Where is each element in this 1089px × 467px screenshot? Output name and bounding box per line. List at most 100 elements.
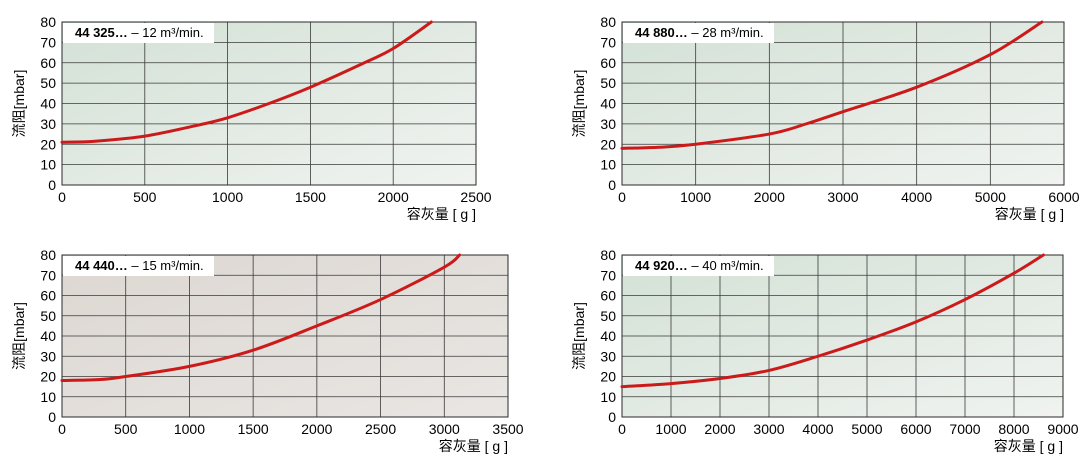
x-tick-label: 2500 (460, 189, 491, 205)
y-tick-label: 80 (40, 247, 56, 263)
x-tick-label: 7000 (949, 421, 980, 437)
data-line (60, 20, 433, 144)
y-tick-label: 0 (608, 177, 616, 193)
x-tick-label: 0 (618, 421, 626, 437)
y-tick-label: 30 (600, 116, 616, 132)
chart-title: 44 880… – 28 m³/min. (635, 25, 764, 40)
y-tick-label: 20 (600, 369, 616, 385)
y-tick-label: 60 (40, 288, 56, 304)
x-axis-label: 容灰量 [ g ] (439, 438, 508, 454)
y-tick-label: 80 (600, 14, 616, 30)
y-tick-label: 30 (40, 348, 56, 364)
model-number: 44 920… (635, 258, 688, 273)
y-tick-label: 20 (600, 136, 616, 152)
x-tick-label: 1000 (212, 189, 243, 205)
x-tick-label: 6000 (1048, 189, 1079, 205)
y-tick-label: 20 (40, 369, 56, 385)
x-tick-label: 2000 (754, 189, 785, 205)
y-tick-label: 30 (600, 348, 616, 364)
x-tick-label: 6000 (900, 421, 931, 437)
y-axis-label: 流阻[mbar] (11, 302, 27, 370)
y-tick-label: 50 (600, 75, 616, 91)
model-number: 44 325… (75, 25, 128, 40)
title-background (63, 23, 214, 43)
chart-title: 44 920… – 40 m³/min. (635, 258, 764, 273)
x-tick-label: 2000 (378, 189, 409, 205)
model-number: 44 880… (635, 25, 688, 40)
series-title: 44 325… – 12 m³/min. (63, 23, 214, 43)
x-tick-label: 8000 (998, 421, 1029, 437)
y-tick-label: 70 (600, 267, 616, 283)
y-tick-label: 70 (40, 34, 56, 50)
x-tick-label: 4000 (802, 421, 833, 437)
y-tick-label: 80 (600, 247, 616, 263)
y-tick-label: 0 (48, 177, 56, 193)
y-tick-label: 60 (600, 55, 616, 71)
y-tick-label: 10 (600, 157, 616, 173)
flow-rate: – 40 m³/min. (688, 258, 764, 273)
title-background (63, 256, 214, 276)
y-tick-label: 50 (40, 75, 56, 91)
title-background (623, 23, 774, 43)
x-tick-label: 0 (58, 421, 66, 437)
x-tick-label: 3500 (492, 421, 523, 437)
flow-rate: – 12 m³/min. (128, 25, 204, 40)
y-tick-label: 10 (40, 389, 56, 405)
y-tick-label: 50 (40, 308, 56, 324)
flow-rate: – 15 m³/min. (128, 258, 204, 273)
y-tick-label: 40 (40, 96, 56, 112)
x-tick-label: 1000 (680, 189, 711, 205)
y-tick-label: 80 (40, 14, 56, 30)
y-tick-label: 50 (600, 308, 616, 324)
series-title: 44 920… – 40 m³/min. (623, 256, 774, 276)
plot-frame (621, 254, 1064, 418)
y-tick-label: 10 (600, 389, 616, 405)
y-tick-label: 70 (40, 267, 56, 283)
plot-frame (61, 254, 509, 418)
data-line (620, 20, 1044, 150)
y-tick-label: 40 (600, 328, 616, 344)
x-tick-label: 3000 (827, 189, 858, 205)
x-axis-label: 容灰量 [ g ] (995, 206, 1064, 222)
y-axis-label: 流阻[mbar] (571, 70, 587, 138)
data-line (620, 253, 1045, 389)
y-tick-label: 70 (600, 34, 616, 50)
x-axis-label: 容灰量 [ g ] (407, 206, 476, 222)
plot-frame (621, 21, 1065, 186)
x-tick-label: 1000 (655, 421, 686, 437)
flow-rate: – 28 m³/min. (688, 25, 764, 40)
x-tick-label: 2000 (704, 421, 735, 437)
x-tick-label: 1500 (295, 189, 326, 205)
model-number: 44 440… (75, 258, 128, 273)
y-tick-label: 20 (40, 136, 56, 152)
y-tick-label: 10 (40, 157, 56, 173)
x-tick-label: 4000 (901, 189, 932, 205)
x-tick-label: 2500 (365, 421, 396, 437)
y-tick-label: 0 (48, 409, 56, 425)
title-background (623, 256, 774, 276)
y-tick-label: 40 (600, 96, 616, 112)
x-tick-label: 5000 (851, 421, 882, 437)
chart-title: 44 440… – 15 m³/min. (75, 258, 204, 273)
y-tick-label: 0 (608, 409, 616, 425)
y-tick-label: 30 (40, 116, 56, 132)
y-tick-label: 60 (40, 55, 56, 71)
series-title: 44 880… – 28 m³/min. (623, 23, 774, 43)
x-tick-label: 5000 (975, 189, 1006, 205)
x-tick-label: 9000 (1047, 421, 1078, 437)
x-axis-label: 容灰量 [ g ] (994, 438, 1063, 454)
x-tick-label: 1000 (174, 421, 205, 437)
x-tick-label: 0 (618, 189, 626, 205)
x-tick-label: 500 (114, 421, 138, 437)
y-axis-label: 流阻[mbar] (11, 70, 27, 138)
x-tick-label: 2000 (301, 421, 332, 437)
chart-title: 44 325… – 12 m³/min. (75, 25, 204, 40)
y-tick-label: 60 (600, 288, 616, 304)
plot-frame (61, 21, 477, 186)
data-line (60, 253, 462, 383)
